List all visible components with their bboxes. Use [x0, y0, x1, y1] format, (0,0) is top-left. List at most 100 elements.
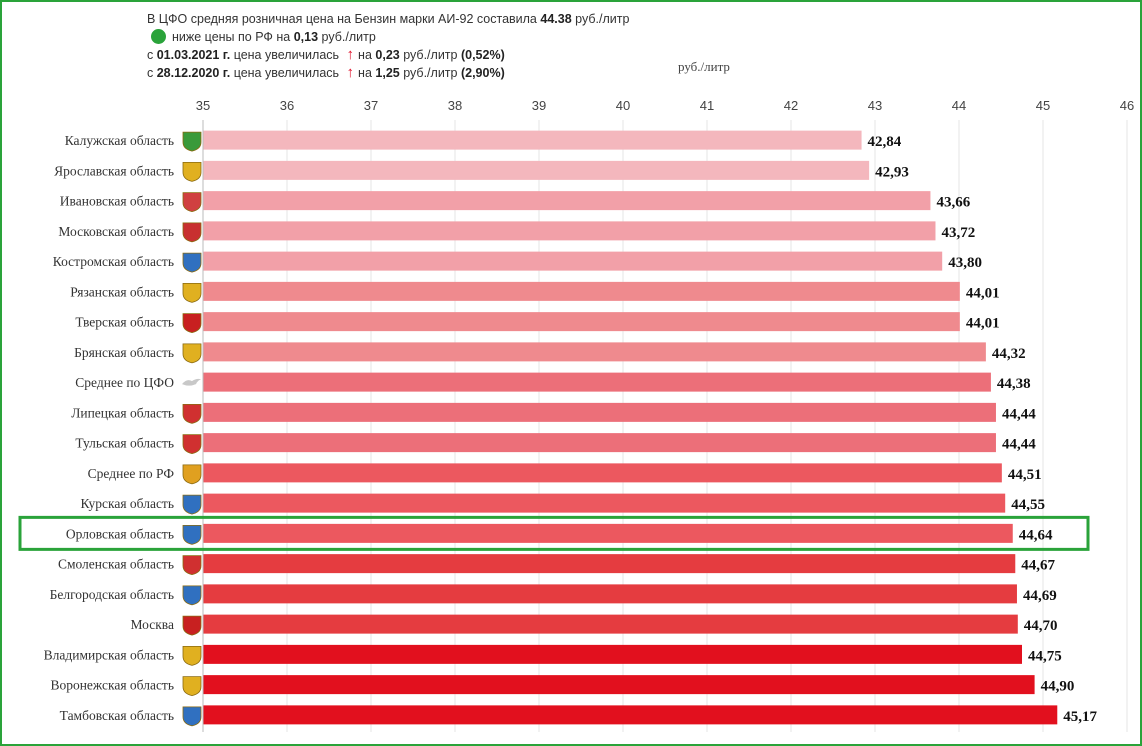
value-label: 44,55	[1011, 497, 1045, 513]
coat-of-arms-icon	[182, 282, 202, 303]
coat-of-arms-icon	[182, 494, 202, 515]
coat-of-arms-icon	[182, 706, 202, 727]
coat-of-arms-icon	[182, 585, 202, 606]
category-label: Калужская область	[65, 133, 174, 148]
category-label: Рязанская область	[70, 284, 174, 299]
change-text: цена увеличилась	[233, 66, 340, 80]
summary-line-change-2: с 28.12.2020 г. цена увеличилась ↑ на 1,2…	[147, 64, 629, 82]
category-label: Среднее по ЦФО	[75, 375, 174, 390]
value-label: 44,32	[992, 346, 1026, 362]
category-label: Москва	[131, 617, 175, 632]
change-text: цена увеличилась	[233, 48, 340, 62]
coat-of-arms-icon	[182, 343, 202, 364]
value-label: 44,38	[997, 376, 1031, 392]
coat-of-arms-icon	[182, 403, 202, 424]
coat-of-arms-icon	[182, 161, 202, 182]
status-dot-icon	[151, 29, 166, 44]
coat-of-arms-icon	[182, 615, 202, 636]
category-label: Тверская область	[75, 315, 174, 330]
bar	[203, 402, 996, 422]
x-tick-label: 41	[700, 98, 714, 113]
bar	[203, 675, 1035, 695]
on-text: на	[358, 48, 372, 62]
value-label: 44,01	[966, 316, 1000, 332]
value-label: 44,01	[966, 285, 1000, 301]
value-label: 44,75	[1028, 648, 1062, 664]
value-label: 44,67	[1021, 558, 1055, 574]
x-tick-label: 39	[532, 98, 546, 113]
summary-block: В ЦФО средняя розничная цена на Бензин м…	[147, 10, 629, 82]
category-label: Брянская область	[74, 345, 174, 360]
bar	[203, 433, 996, 453]
coat-of-arms-icon	[182, 676, 202, 697]
value-label: 43,72	[941, 225, 975, 241]
value-label: 42,84	[868, 134, 902, 150]
change-date: 01.03.2021 г.	[156, 48, 231, 62]
x-tick-label: 35	[196, 98, 210, 113]
category-label: Липецкая область	[71, 405, 174, 420]
coat-of-arms-icon	[182, 192, 202, 213]
bar	[203, 493, 1006, 513]
x-tick-label: 42	[784, 98, 798, 113]
bar	[203, 251, 943, 271]
category-label: Московская область	[58, 224, 174, 239]
bar	[203, 221, 936, 241]
x-tick-label: 46	[1120, 98, 1134, 113]
category-label: Среднее по РФ	[88, 466, 175, 481]
summary-line-vs-rf: ниже цены по РФ на 0,13 руб./литр	[147, 28, 629, 46]
bar	[203, 372, 991, 392]
value-label: 44,70	[1024, 618, 1058, 634]
bar	[203, 554, 1016, 574]
average-price-value: 44.38	[540, 12, 572, 26]
bar	[203, 130, 862, 150]
unit-text: руб./литр	[321, 30, 376, 44]
value-label: 44,51	[1008, 467, 1042, 483]
bar	[203, 312, 960, 332]
coat-of-arms-icon	[182, 131, 202, 152]
bar	[203, 614, 1018, 634]
highlight-box	[18, 515, 1090, 551]
summary-line-average: В ЦФО средняя розничная цена на Бензин м…	[147, 10, 629, 28]
bar	[203, 584, 1017, 604]
coat-of-arms-icon	[182, 524, 202, 545]
category-label: Белгородская область	[50, 587, 174, 602]
category-label: Курская область	[81, 496, 174, 511]
value-label: 44,69	[1023, 588, 1057, 604]
coat-of-arms-icon	[182, 464, 202, 485]
bar	[203, 342, 986, 362]
coat-of-arms-icon	[182, 222, 202, 243]
category-label: Тульская область	[75, 436, 174, 451]
category-label: Ярославская область	[54, 163, 174, 178]
category-label: Ивановская область	[60, 194, 174, 209]
category-label: Смоленская область	[58, 557, 174, 572]
bar	[203, 523, 1013, 543]
on-text: на	[358, 66, 372, 80]
change-value: 0,23	[375, 48, 400, 62]
summary-text: В ЦФО средняя розничная цена на Бензин м…	[147, 12, 537, 26]
change-percent: (0,52%)	[460, 48, 505, 62]
bar	[203, 281, 960, 301]
dove-icon	[182, 378, 201, 386]
bar	[203, 644, 1022, 664]
value-label: 43,66	[936, 195, 970, 211]
arrow-up-icon: ↑	[346, 64, 355, 81]
comparison-text: ниже цены по РФ на	[172, 30, 291, 44]
coat-of-arms-icon	[182, 434, 202, 455]
coat-of-arms-icon	[182, 645, 202, 666]
category-label: Воронежская область	[50, 678, 174, 693]
prefix-text: с	[147, 48, 154, 62]
value-label: 45,17	[1063, 709, 1097, 725]
difference-value: 0,13	[293, 30, 319, 44]
axis-unit-label: руб./литр	[678, 59, 730, 74]
change-value: 1,25	[375, 66, 400, 80]
category-label: Владимирская область	[44, 647, 174, 662]
change-percent: (2,90%)	[460, 66, 505, 80]
bar	[203, 191, 931, 211]
x-tick-label: 37	[364, 98, 378, 113]
value-label: 44,44	[1002, 437, 1036, 453]
category-label: Тамбовская область	[60, 708, 174, 723]
x-tick-label: 45	[1036, 98, 1050, 113]
change-date: 28.12.2020 г.	[156, 66, 231, 80]
x-tick-label: 40	[616, 98, 630, 113]
